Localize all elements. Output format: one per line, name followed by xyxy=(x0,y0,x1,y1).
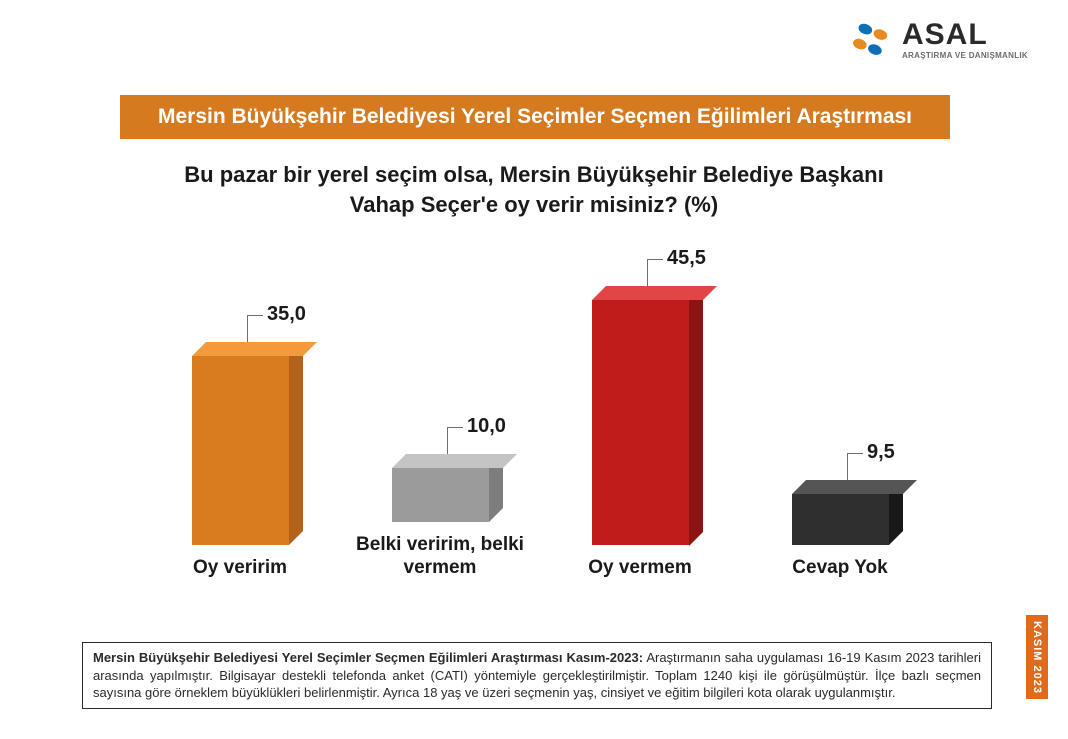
category-label: Oy vermem xyxy=(540,557,740,580)
category-label: Oy veririm xyxy=(140,557,340,580)
leader-line xyxy=(847,454,848,480)
leader-line xyxy=(447,428,448,454)
leader-line xyxy=(647,260,648,286)
bar: 35,0 xyxy=(192,356,289,545)
bar-wrap: 45,5 xyxy=(550,300,730,546)
bar: 10,0 xyxy=(392,468,489,522)
category-label: Cevap Yok xyxy=(740,557,940,580)
leader-line xyxy=(247,316,248,342)
question-text: Bu pazar bir yerel seçim olsa, Mersin Bü… xyxy=(0,160,1068,219)
date-side-tab: KASIM 2023 xyxy=(1026,615,1048,699)
leader-tick xyxy=(447,427,463,428)
value-label: 45,5 xyxy=(667,247,706,270)
chart-column: 9,5Cevap Yok xyxy=(750,494,930,580)
value-label: 9,5 xyxy=(867,441,895,464)
leader-tick xyxy=(647,259,663,260)
logo-mark-icon xyxy=(848,18,896,62)
bar: 9,5 xyxy=(792,494,889,545)
brand-logo: ASAL ARAŞTIRMA VE DANIŞMANLIK xyxy=(848,18,1028,62)
bar-wrap: 9,5 xyxy=(750,494,930,545)
bar-wrap: 35,0 xyxy=(150,356,330,545)
methodology-note: Mersin Büyükşehir Belediyesi Yerel Seçim… xyxy=(82,642,992,709)
chart-column: 45,5Oy vermem xyxy=(550,300,730,580)
leader-tick xyxy=(847,453,863,454)
category-label: Belki veririm, belki vermem xyxy=(340,534,540,580)
question-line2: Vahap Seçer'e oy verir misiniz? (%) xyxy=(0,190,1068,220)
logo-text: ASAL xyxy=(902,20,1028,50)
logo-subtext: ARAŞTIRMA VE DANIŞMANLIK xyxy=(902,52,1028,60)
bar: 45,5 xyxy=(592,300,689,546)
bar-chart: 35,0Oy veririm10,0Belki veririm, belki v… xyxy=(150,250,930,580)
question-line1: Bu pazar bir yerel seçim olsa, Mersin Bü… xyxy=(0,160,1068,190)
value-label: 10,0 xyxy=(467,415,506,438)
leader-tick xyxy=(247,315,263,316)
logo-text-wrap: ASAL ARAŞTIRMA VE DANIŞMANLIK xyxy=(902,20,1028,60)
note-lead: Mersin Büyükşehir Belediyesi Yerel Seçim… xyxy=(93,650,643,665)
bar-wrap: 10,0 xyxy=(350,468,530,522)
chart-column: 10,0Belki veririm, belki vermem xyxy=(350,468,530,580)
title-bar: Mersin Büyükşehir Belediyesi Yerel Seçim… xyxy=(120,95,950,139)
chart-column: 35,0Oy veririm xyxy=(150,356,330,580)
value-label: 35,0 xyxy=(267,303,306,326)
